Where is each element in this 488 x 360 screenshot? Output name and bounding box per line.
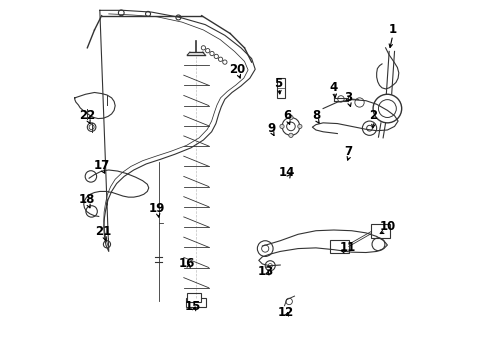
Text: 13: 13 bbox=[257, 265, 273, 278]
Circle shape bbox=[362, 121, 376, 135]
Text: 9: 9 bbox=[266, 122, 275, 135]
Text: 19: 19 bbox=[148, 202, 165, 215]
Text: 12: 12 bbox=[277, 306, 293, 319]
Text: 14: 14 bbox=[279, 166, 295, 179]
Text: 1: 1 bbox=[388, 23, 396, 36]
Bar bbox=[186, 293, 201, 302]
Circle shape bbox=[354, 98, 364, 107]
Text: 10: 10 bbox=[379, 220, 395, 233]
Text: 15: 15 bbox=[184, 300, 201, 313]
Text: 21: 21 bbox=[95, 225, 111, 238]
Circle shape bbox=[297, 124, 302, 129]
Text: 4: 4 bbox=[329, 81, 337, 94]
Circle shape bbox=[257, 241, 272, 256]
Text: 5: 5 bbox=[274, 77, 282, 90]
Circle shape bbox=[264, 261, 275, 271]
Bar bbox=[329, 240, 348, 253]
Circle shape bbox=[279, 124, 284, 129]
Text: 16: 16 bbox=[179, 257, 195, 270]
Circle shape bbox=[337, 96, 344, 102]
Text: 6: 6 bbox=[283, 109, 291, 122]
Text: 8: 8 bbox=[311, 109, 320, 122]
Text: 22: 22 bbox=[79, 109, 95, 122]
Circle shape bbox=[371, 238, 384, 251]
Circle shape bbox=[86, 206, 97, 217]
Bar bbox=[277, 78, 285, 98]
Circle shape bbox=[372, 94, 401, 123]
Bar bbox=[186, 298, 206, 307]
Text: 7: 7 bbox=[344, 145, 351, 158]
Circle shape bbox=[282, 117, 299, 135]
Bar bbox=[370, 224, 389, 238]
Text: 20: 20 bbox=[229, 63, 245, 76]
Text: 3: 3 bbox=[344, 91, 351, 104]
Text: 11: 11 bbox=[339, 241, 355, 255]
Text: 18: 18 bbox=[79, 193, 95, 206]
Text: 2: 2 bbox=[368, 109, 376, 122]
Circle shape bbox=[288, 133, 292, 138]
Text: 17: 17 bbox=[93, 159, 109, 172]
Circle shape bbox=[85, 171, 97, 182]
Circle shape bbox=[288, 115, 292, 120]
